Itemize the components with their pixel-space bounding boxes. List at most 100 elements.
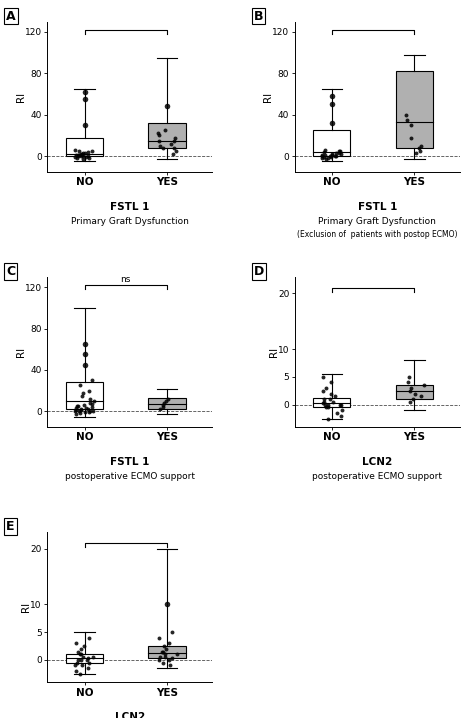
Point — [81, 349, 88, 360]
Point — [337, 399, 345, 411]
Point — [173, 145, 180, 157]
Point — [173, 648, 181, 660]
Bar — [313, 398, 350, 407]
Point — [77, 150, 84, 162]
Point — [406, 385, 414, 396]
Point — [328, 90, 336, 102]
Point — [403, 114, 410, 126]
Point — [322, 154, 329, 165]
Text: D: D — [254, 265, 264, 278]
Bar — [396, 385, 433, 399]
Text: postoperative ECMO support: postoperative ECMO support — [312, 472, 442, 481]
Point — [155, 632, 163, 643]
Point — [417, 140, 425, 151]
Point — [327, 150, 334, 162]
Point — [411, 388, 419, 399]
Point — [88, 375, 95, 386]
Point — [75, 145, 82, 157]
Point — [85, 406, 93, 418]
Point — [167, 138, 174, 149]
Point — [77, 648, 85, 660]
Point — [73, 657, 81, 668]
Point — [88, 398, 95, 410]
Point — [171, 132, 179, 144]
Point — [72, 666, 79, 677]
Point — [74, 149, 82, 161]
Text: (Exclusion of  patients with postop ECMO): (Exclusion of patients with postop ECMO) — [297, 230, 457, 239]
Point — [159, 645, 166, 657]
Text: FSTL 1: FSTL 1 — [110, 457, 150, 467]
Point — [409, 393, 416, 405]
Bar — [148, 123, 185, 148]
Point — [165, 638, 173, 649]
Point — [319, 149, 326, 161]
Point — [333, 150, 340, 162]
Point — [415, 142, 422, 154]
Point — [165, 654, 173, 666]
Point — [408, 132, 415, 144]
Y-axis label: RI: RI — [21, 602, 31, 612]
Point — [319, 150, 326, 162]
Point — [82, 147, 89, 159]
Y-axis label: RI: RI — [269, 347, 279, 357]
Point — [88, 145, 96, 157]
Point — [81, 406, 89, 418]
Point — [326, 393, 333, 405]
Point — [163, 395, 170, 406]
Text: ns: ns — [120, 275, 131, 284]
Point — [402, 109, 410, 121]
Y-axis label: RI: RI — [263, 91, 273, 102]
Point — [162, 124, 169, 136]
Point — [85, 152, 93, 164]
Point — [79, 150, 87, 162]
Point — [412, 147, 420, 159]
Point — [335, 147, 343, 159]
Point — [162, 643, 170, 655]
Point — [336, 399, 344, 411]
Point — [81, 86, 88, 98]
Point — [76, 380, 84, 391]
Point — [82, 403, 90, 414]
Point — [163, 101, 171, 112]
Point — [72, 403, 80, 414]
Point — [73, 401, 81, 412]
Point — [328, 98, 336, 110]
Point — [404, 377, 412, 388]
Point — [406, 396, 414, 408]
Point — [75, 406, 82, 417]
Point — [77, 404, 84, 415]
Point — [84, 663, 92, 674]
Point — [85, 385, 92, 396]
Text: C: C — [6, 265, 15, 278]
Text: postoperative ECMO support: postoperative ECMO support — [65, 472, 195, 481]
Point — [74, 654, 82, 666]
Point — [319, 152, 326, 164]
Point — [81, 338, 88, 350]
Point — [79, 651, 87, 663]
Point — [338, 404, 346, 416]
Point — [169, 149, 177, 160]
Point — [79, 154, 87, 165]
Point — [79, 387, 86, 398]
Point — [162, 651, 169, 663]
Point — [88, 401, 96, 413]
Point — [337, 149, 345, 160]
Point — [331, 391, 339, 402]
Point — [168, 653, 175, 664]
Point — [319, 397, 327, 409]
Point — [321, 399, 328, 411]
Point — [164, 393, 172, 405]
Point — [72, 638, 80, 649]
Point — [324, 413, 331, 424]
Point — [335, 145, 343, 157]
Point — [82, 151, 90, 163]
Point — [158, 645, 165, 657]
Point — [171, 135, 178, 146]
Point — [331, 150, 338, 162]
Bar — [66, 138, 103, 156]
Point — [78, 149, 85, 160]
Point — [320, 151, 328, 163]
Bar — [66, 654, 103, 663]
Point — [77, 643, 85, 655]
Text: E: E — [6, 520, 15, 533]
